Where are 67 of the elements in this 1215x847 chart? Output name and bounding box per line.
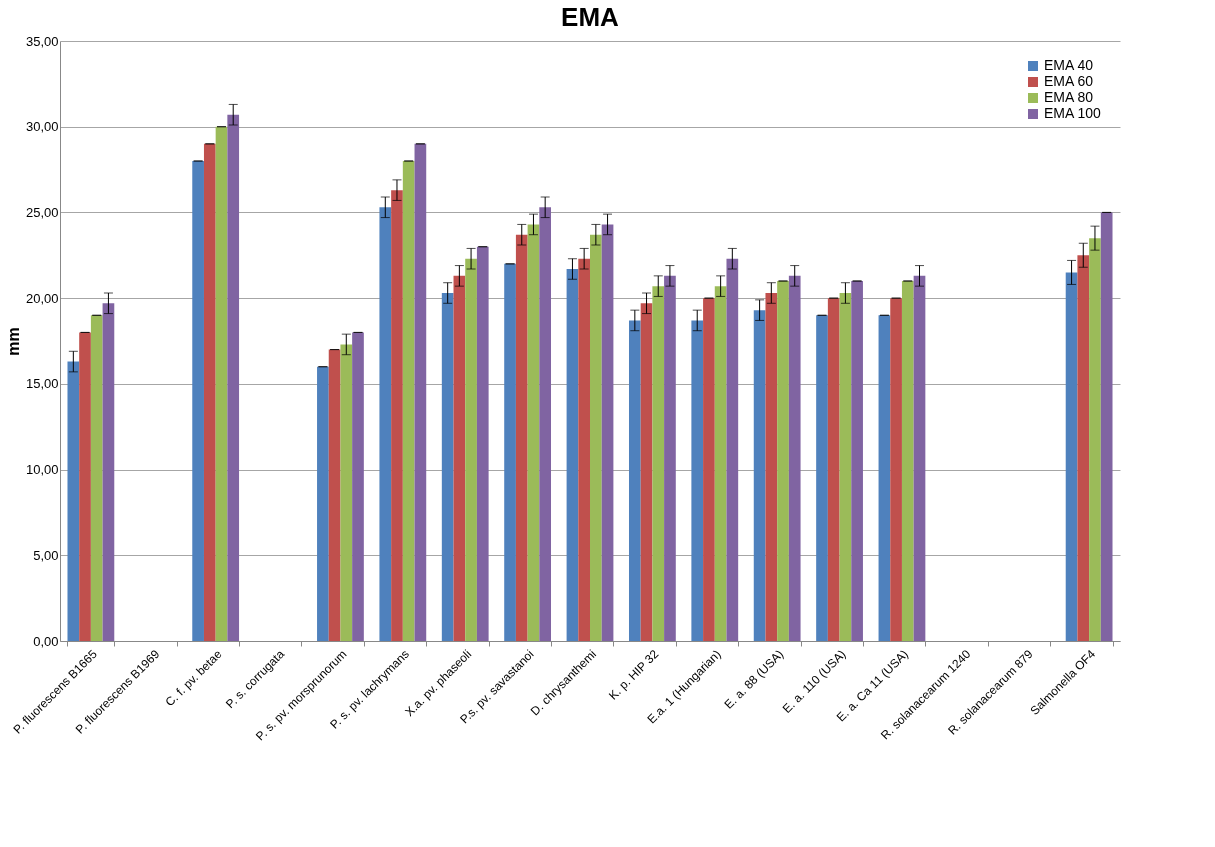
legend-label: EMA 40 [1044, 57, 1094, 73]
bar [753, 310, 766, 641]
bar [515, 234, 528, 641]
bar [566, 269, 579, 641]
y-tick-label: 10,00 [25, 462, 59, 478]
bar [465, 258, 477, 641]
y-tick-label: 25,00 [25, 204, 59, 220]
bar [67, 361, 80, 641]
bar [227, 114, 240, 641]
bar [203, 143, 216, 641]
bar [441, 293, 454, 641]
bar [527, 224, 540, 641]
bar [664, 275, 676, 641]
bar [827, 298, 840, 641]
bar [402, 161, 415, 641]
bar [340, 344, 353, 641]
bar [901, 281, 914, 641]
bar [1089, 238, 1101, 641]
y-axis-title: mm [4, 327, 22, 356]
bar [765, 293, 778, 641]
y-tick-label: 35,00 [25, 33, 59, 49]
chart-title: EMA [561, 2, 620, 32]
legend-label: EMA 80 [1044, 89, 1094, 105]
bar [90, 315, 103, 641]
bar [539, 207, 552, 641]
y-tick-label: 30,00 [25, 119, 59, 135]
y-tick-label: 15,00 [25, 376, 59, 392]
bar [1100, 212, 1113, 641]
bar [714, 286, 727, 641]
bar [890, 298, 902, 641]
bar [878, 315, 891, 641]
bar [476, 246, 489, 641]
bar [504, 263, 516, 641]
bar [453, 275, 466, 641]
bar [578, 258, 590, 641]
bar [1077, 255, 1090, 641]
bar [192, 161, 204, 641]
bar [816, 315, 828, 641]
bar [590, 234, 602, 641]
bar [102, 303, 115, 641]
y-tick-label: 20,00 [25, 290, 59, 306]
bar [777, 281, 789, 641]
bar [851, 281, 863, 641]
bar [628, 320, 641, 641]
bar [328, 349, 341, 641]
bar [726, 258, 739, 641]
bar [788, 275, 801, 641]
bar [391, 190, 403, 641]
legend-label: EMA 60 [1044, 73, 1094, 89]
x-tick-label: K. p. HIP 32 [605, 646, 662, 703]
bar [352, 332, 364, 641]
bar [317, 366, 329, 641]
bar [215, 126, 228, 641]
bar [1065, 272, 1078, 641]
legend-label: EMA 100 [1044, 105, 1102, 121]
y-tick-label: 5,00 [33, 547, 59, 563]
bar [79, 332, 91, 641]
bar [379, 207, 392, 641]
bar [640, 303, 653, 641]
bar [913, 275, 926, 641]
bar [703, 298, 715, 641]
y-tick-label: 0,00 [33, 633, 59, 649]
bar [839, 293, 852, 641]
bar [652, 286, 665, 641]
bar [691, 320, 704, 641]
bar [414, 143, 427, 641]
bar [601, 224, 614, 641]
